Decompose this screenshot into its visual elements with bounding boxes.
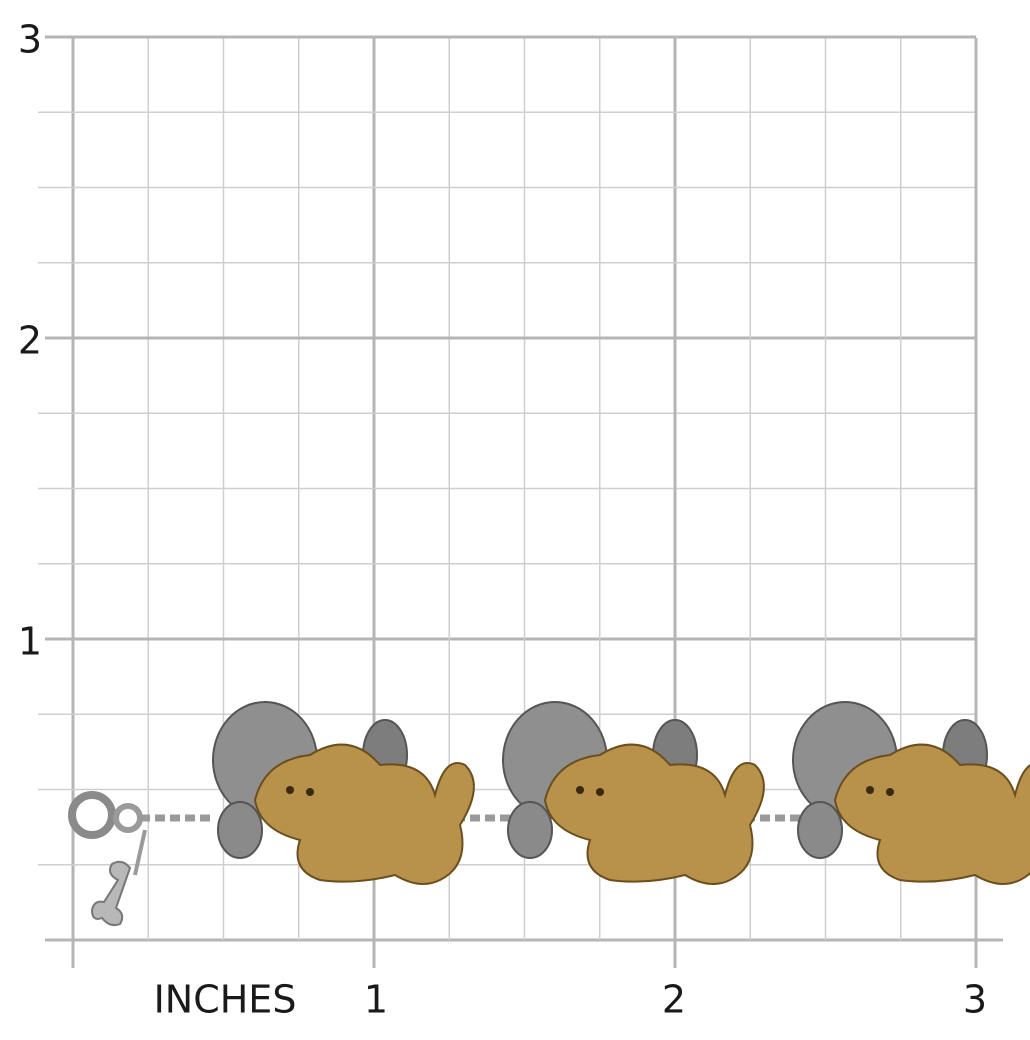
gold-dog	[543, 743, 765, 885]
x-label: 3	[963, 978, 987, 1022]
eye	[866, 786, 874, 794]
bone-charm	[90, 860, 132, 927]
eye	[576, 786, 584, 794]
clasp-ring	[68, 791, 116, 839]
x-label: 2	[662, 978, 686, 1022]
unit-label: INCHES	[154, 978, 297, 1022]
dog-link	[792, 701, 1030, 885]
dog-link	[212, 701, 475, 885]
eye	[286, 786, 294, 794]
clasp-link	[113, 803, 143, 833]
silver-tail	[217, 801, 263, 859]
eye	[886, 788, 894, 796]
gold-dog	[833, 743, 1030, 885]
labels: 3 2 1 INCHES 1 2 3	[18, 18, 987, 1022]
eye	[306, 788, 314, 796]
y-label: 2	[18, 319, 42, 363]
bracelet	[68, 701, 1030, 927]
dog-link	[502, 701, 765, 885]
silver-tail	[507, 801, 553, 859]
gold-dog	[253, 743, 475, 885]
y-label: 1	[18, 620, 42, 664]
eye	[596, 788, 604, 796]
y-label: 3	[18, 18, 42, 62]
x-label: 1	[364, 978, 388, 1022]
charm-chain	[133, 829, 147, 876]
silver-tail	[797, 801, 843, 859]
